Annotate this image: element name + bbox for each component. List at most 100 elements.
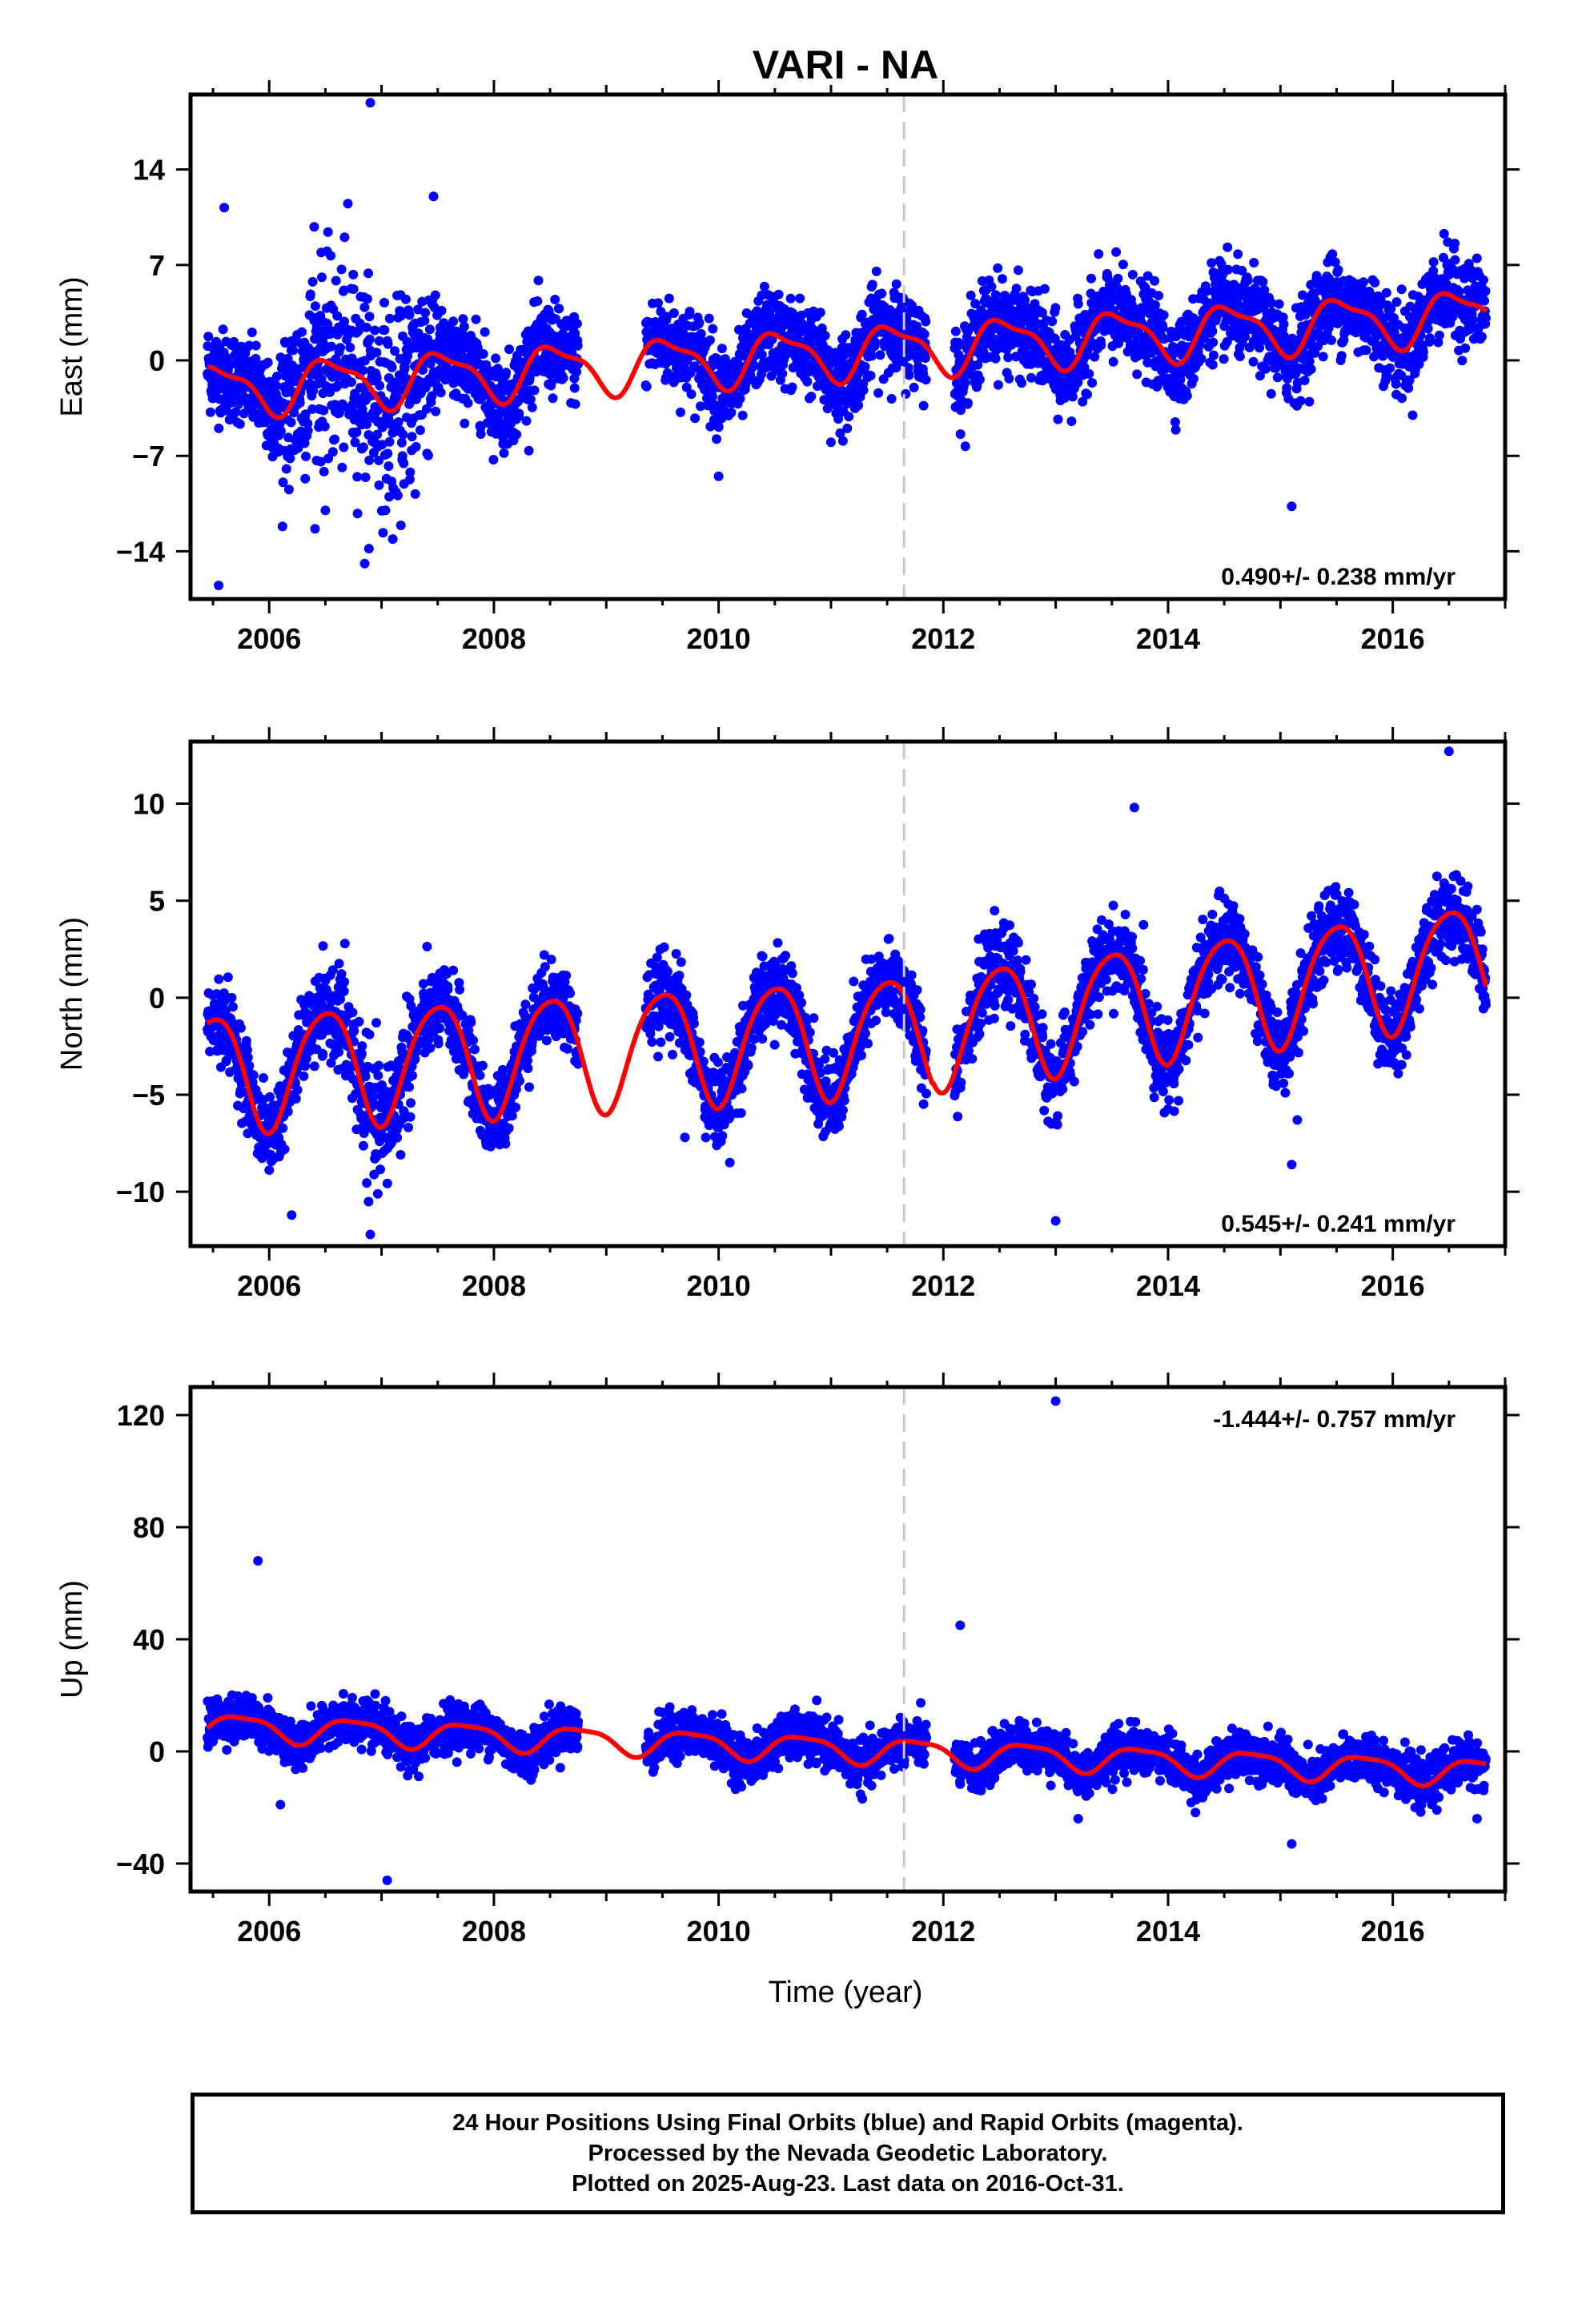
east-data-point [396, 521, 406, 530]
north-data-points [203, 746, 1491, 1240]
east-data-point [412, 304, 423, 315]
east-data-point [1304, 396, 1315, 407]
east-data-point [370, 325, 380, 336]
east-data-point [1306, 364, 1316, 375]
east-data-point [842, 423, 853, 433]
north-data-point [283, 1107, 293, 1116]
north-data-point [396, 1150, 406, 1160]
east-data-point [358, 442, 368, 452]
east-data-point [1065, 347, 1075, 357]
east-data-point [1094, 249, 1104, 259]
east-data-point [1195, 340, 1205, 351]
east-data-point [1196, 354, 1207, 364]
east-data-point [1233, 249, 1243, 259]
east-data-point [533, 275, 544, 286]
east-data-point [1480, 286, 1491, 296]
east-data-point [1414, 359, 1424, 369]
east-data-point [1127, 270, 1138, 279]
east-data-point [364, 455, 375, 465]
east-data-point [501, 368, 512, 378]
east-data-point [1480, 296, 1489, 306]
east-data-point [283, 353, 293, 364]
east-data-point [1304, 356, 1315, 367]
east-data-point [886, 394, 897, 404]
east-data-point [1096, 340, 1106, 351]
east-data-point [488, 455, 499, 464]
east-outlier-point [1354, 279, 1364, 289]
north-data-point [497, 1064, 508, 1075]
east-data-point [1439, 228, 1449, 239]
north-data-point [425, 1043, 436, 1053]
east-data-point [1142, 271, 1153, 281]
east-data-point [990, 290, 1001, 300]
east-data-point [865, 371, 876, 380]
east-data-point [301, 451, 311, 461]
east-data-point [1460, 343, 1471, 353]
east-y-tick-label: 7 [149, 249, 165, 282]
east-data-point [759, 281, 769, 292]
east-data-point [1411, 349, 1421, 360]
east-data-point [1050, 303, 1061, 313]
north-data-point [309, 1061, 319, 1072]
east-data-point [339, 232, 350, 243]
east-data-point [387, 362, 397, 372]
east-data-point [1118, 259, 1128, 270]
east-data-points [203, 98, 1491, 590]
east-data-point [345, 342, 355, 352]
east-data-point [1082, 389, 1092, 400]
east-data-point [835, 428, 845, 438]
east-data-point [997, 274, 1007, 284]
east-data-point [436, 305, 447, 316]
north-data-point [318, 1048, 328, 1059]
east-data-point [857, 309, 867, 320]
east-data-point [275, 426, 286, 436]
north-data-point [339, 977, 349, 987]
east-data-point [1086, 273, 1096, 283]
east-outlier-point [365, 98, 375, 108]
north-data-point [291, 1094, 301, 1104]
east-data-point [1327, 335, 1336, 345]
east-data-point [795, 293, 805, 304]
east-data-point [737, 410, 748, 420]
east-data-point [278, 477, 288, 488]
east-data-point [820, 331, 830, 340]
east-data-point [310, 524, 320, 534]
north-data-point [278, 1123, 288, 1133]
east-data-point [244, 340, 255, 351]
east-data-point [308, 386, 319, 396]
east-data-point [305, 378, 315, 388]
east-data-point [1037, 308, 1047, 318]
east-data-point [686, 389, 697, 400]
east-data-point [572, 319, 582, 329]
east-data-point [891, 363, 901, 373]
east-data-point [1297, 290, 1307, 300]
east-data-point [1000, 291, 1010, 300]
east-data-point [238, 391, 248, 401]
east-x-tick-label: 2008 [462, 622, 526, 655]
east-data-point [1255, 371, 1265, 381]
east-data-point [471, 314, 481, 324]
east-data-point [1222, 336, 1232, 347]
east-data-point [1450, 239, 1460, 249]
east-data-point [1020, 295, 1030, 305]
east-data-point [514, 408, 524, 419]
east-data-point [1223, 242, 1233, 252]
east-data-point [717, 344, 727, 354]
north-data-point [363, 1196, 374, 1207]
north-data-point [511, 1102, 521, 1112]
east-data-point [1229, 279, 1239, 290]
east-data-point [708, 324, 718, 334]
north-data-point [475, 1070, 485, 1080]
east-data-point [396, 311, 407, 321]
east-data-point [363, 544, 374, 554]
east-data-point [1255, 343, 1265, 353]
east-data-point [690, 413, 701, 424]
north-data-point [372, 1188, 383, 1199]
east-data-point [1272, 372, 1283, 383]
east-data-point [363, 268, 373, 279]
east-data-point [294, 364, 304, 374]
east-x-tick-label: 2010 [687, 622, 751, 655]
east-data-point [303, 425, 313, 436]
north-data-point [235, 1023, 246, 1033]
east-data-point [1260, 364, 1271, 374]
